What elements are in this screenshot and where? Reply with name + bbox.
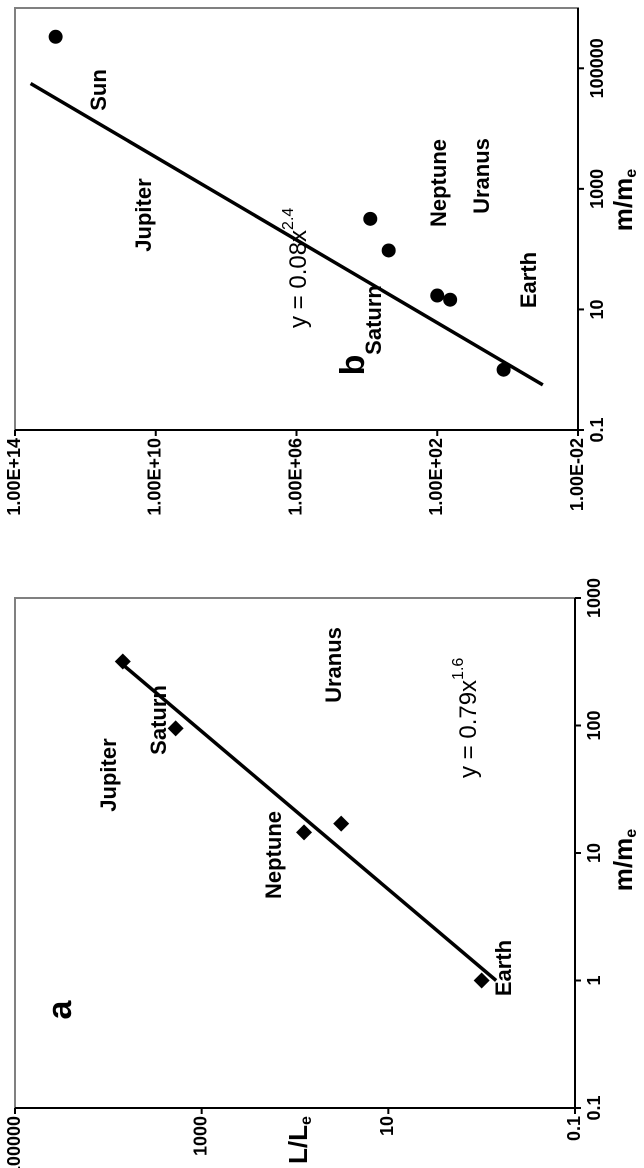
panel-label: a bbox=[41, 999, 79, 1019]
x-axis-title: m/me bbox=[608, 829, 640, 891]
point-label: Earth bbox=[491, 940, 516, 996]
y-tick-label: 1.00E-02 bbox=[567, 438, 587, 511]
panel-label: b bbox=[334, 355, 372, 376]
x-axis-title-main: m/m bbox=[608, 178, 638, 231]
equation-exponent: 1.6 bbox=[450, 658, 467, 680]
y-tick-label: 1.00E+02 bbox=[426, 438, 446, 516]
equation-exponent: 2.4 bbox=[280, 208, 297, 230]
point-label: Saturn bbox=[361, 285, 386, 355]
data-point bbox=[363, 211, 378, 226]
data-point bbox=[296, 824, 313, 841]
plot-frame bbox=[14, 597, 576, 1109]
y-tick-label: 1000 bbox=[190, 1116, 210, 1156]
y-axis-title-sub: e bbox=[298, 1116, 315, 1125]
data-point bbox=[443, 292, 458, 307]
point-label: Sun bbox=[86, 69, 111, 111]
data-point bbox=[333, 815, 350, 832]
data-point bbox=[48, 29, 63, 44]
x-axis-title: m/me bbox=[608, 169, 640, 231]
data-point bbox=[473, 972, 490, 989]
y-axis-title: L/Le bbox=[283, 1116, 315, 1164]
point-label: Earth bbox=[516, 252, 541, 308]
rotated-figure: 0.1 1 10 100 1000 0.1 10 1000 100000 Jupiter Satur… bbox=[4, 7, 640, 1168]
data-point bbox=[496, 362, 511, 377]
equation: y = 0.79x1.6 bbox=[450, 658, 482, 778]
y-tick-label: 100000 bbox=[4, 1116, 24, 1168]
y-axis-title-main: L/L bbox=[283, 1125, 313, 1164]
x-tick-label: 1 bbox=[584, 975, 604, 985]
point-label: Uranus bbox=[469, 138, 494, 214]
x-axis-title-sub: e bbox=[623, 169, 640, 178]
equation: y = 0.08x2.4 bbox=[280, 208, 312, 328]
x-axis-title-sub: e bbox=[623, 829, 640, 838]
point-label: Saturn bbox=[146, 685, 171, 755]
y-tick-label: 1.00E+14 bbox=[4, 438, 24, 516]
data-point bbox=[381, 243, 396, 258]
x-tick-label: 0.1 bbox=[584, 1095, 604, 1120]
x-tick-label: 1000 bbox=[587, 169, 607, 209]
x-tick-label: 10 bbox=[587, 299, 607, 319]
trendline bbox=[29, 81, 544, 387]
point-label: Jupiter bbox=[96, 738, 121, 812]
data-point bbox=[430, 288, 445, 303]
y-tick-label: 10 bbox=[377, 1116, 397, 1136]
data-point bbox=[114, 653, 131, 670]
x-tick-label: 100 bbox=[584, 710, 604, 740]
equation-text: y = 0.08x bbox=[285, 230, 312, 328]
x-tick-label: 10 bbox=[584, 843, 604, 863]
x-tick-label: 1000 bbox=[584, 578, 604, 618]
x-tick-label: 100000 bbox=[587, 38, 607, 98]
y-tick-label: 1.00E+06 bbox=[285, 438, 305, 516]
point-label: Neptune bbox=[426, 139, 451, 227]
y-tick-label: 1.00E+10 bbox=[145, 438, 165, 516]
trendline bbox=[121, 663, 498, 982]
y-tick-label: 0.1 bbox=[564, 1116, 584, 1141]
point-label: Jupiter bbox=[131, 178, 156, 252]
equation-text: y = 0.79x bbox=[455, 680, 482, 778]
x-tick-label: 0.1 bbox=[587, 417, 607, 442]
point-label: Neptune bbox=[261, 811, 286, 899]
point-label: Uranus bbox=[321, 627, 346, 703]
x-axis-title-main: m/m bbox=[608, 838, 638, 891]
